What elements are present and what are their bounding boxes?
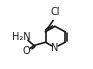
Text: Cl: Cl: [50, 7, 60, 17]
Text: N: N: [51, 43, 59, 53]
Text: O: O: [22, 46, 30, 56]
Text: H₂N: H₂N: [12, 32, 31, 42]
